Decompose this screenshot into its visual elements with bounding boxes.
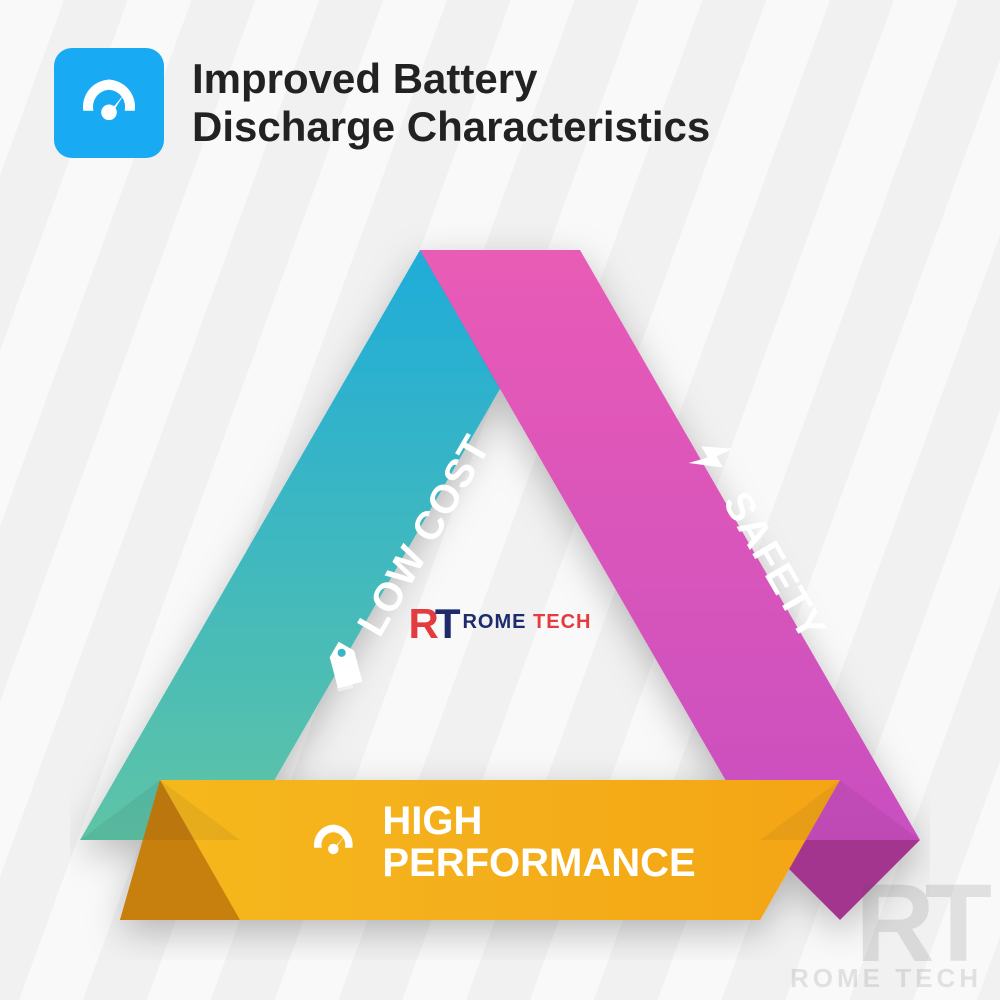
watermark-monogram: RT <box>790 874 982 973</box>
header: Improved Battery Discharge Characteristi… <box>0 0 1000 158</box>
watermark: RT ROME TECH <box>790 874 982 990</box>
page-title: Improved Battery Discharge Characteristi… <box>192 55 710 152</box>
brand-name: ROME TECH <box>462 611 591 633</box>
rt-monogram: RT <box>408 600 456 647</box>
gauge-icon-badge <box>54 48 164 158</box>
right-band <box>420 250 920 840</box>
high-performance-label: HIGH PERFORMANCE <box>304 800 695 884</box>
center-logo: RT ROME TECH <box>408 600 591 648</box>
title-line-2: Discharge Characteristics <box>192 103 710 151</box>
watermark-brand: ROME TECH <box>790 967 982 990</box>
title-line-1: Improved Battery <box>192 55 710 103</box>
high-performance-text: HIGH PERFORMANCE <box>382 800 695 884</box>
gauge-icon <box>70 64 148 142</box>
gauge-icon-small <box>304 813 362 871</box>
